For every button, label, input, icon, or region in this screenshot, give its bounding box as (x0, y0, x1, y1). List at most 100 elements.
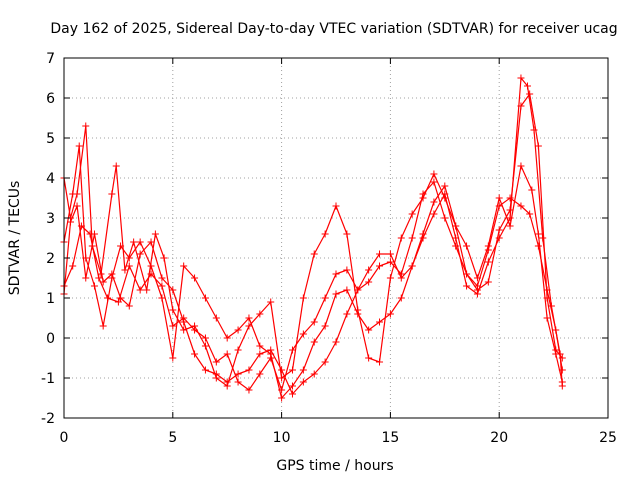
series-layer (60, 74, 566, 402)
data-point-marker (288, 366, 296, 374)
data-point-marker (267, 298, 275, 306)
data-point-marker (158, 274, 166, 282)
data-point-marker (245, 322, 253, 330)
data-point-marker (484, 278, 492, 286)
y-tick-label: -2 (41, 411, 55, 427)
data-point-marker (234, 378, 242, 386)
data-point-marker (419, 190, 427, 198)
data-point-marker (82, 122, 90, 130)
data-point-marker (430, 210, 438, 218)
data-point-marker (169, 322, 177, 330)
data-point-marker (267, 346, 275, 354)
data-point-marker (201, 342, 209, 350)
data-point-marker (430, 198, 438, 206)
data-point-marker (121, 266, 129, 274)
data-point-marker (256, 310, 264, 318)
data-point-marker (147, 238, 155, 246)
data-point-marker (506, 222, 514, 230)
data-point-marker (530, 126, 538, 134)
data-point-marker (191, 274, 199, 282)
data-point-marker (484, 258, 492, 266)
data-point-marker (430, 170, 438, 178)
y-tick-label: 6 (46, 91, 55, 107)
data-point-marker (473, 290, 481, 298)
data-point-marker (299, 294, 307, 302)
grid-lines (64, 58, 608, 418)
data-point-marker (517, 162, 525, 170)
data-point-marker (397, 294, 405, 302)
data-point-marker (332, 202, 340, 210)
data-point-marker (523, 82, 531, 90)
data-point-marker (386, 250, 394, 258)
data-point-marker (310, 250, 318, 258)
y-tick-label: 0 (46, 331, 55, 347)
data-point-marker (484, 246, 492, 254)
data-point-marker (158, 294, 166, 302)
data-point-marker (495, 226, 503, 234)
data-point-marker (223, 334, 231, 342)
data-point-marker (212, 370, 220, 378)
series-track-3 (60, 74, 566, 402)
data-point-marker (130, 238, 138, 246)
data-point-marker (223, 378, 231, 386)
data-point-marker (408, 210, 416, 218)
series-track-1 (60, 122, 566, 390)
data-point-marker (299, 378, 307, 386)
data-point-marker (321, 294, 329, 302)
data-point-marker (288, 382, 296, 390)
y-tick-label: -1 (41, 371, 55, 387)
data-point-marker (343, 230, 351, 238)
data-point-marker (397, 270, 405, 278)
data-point-marker (151, 230, 159, 238)
data-point-marker (543, 286, 551, 294)
data-point-marker (212, 358, 220, 366)
x-tick-label: 5 (168, 430, 177, 446)
data-point-marker (408, 234, 416, 242)
data-point-marker (332, 290, 340, 298)
data-point-marker (365, 278, 373, 286)
data-point-marker (245, 386, 253, 394)
data-point-marker (463, 282, 471, 290)
data-point-marker (473, 282, 481, 290)
data-point-marker (136, 238, 144, 246)
data-point-marker (506, 194, 514, 202)
data-point-marker (201, 294, 209, 302)
data-point-marker (99, 322, 107, 330)
x-tick-label: 20 (490, 430, 508, 446)
data-point-marker (114, 298, 122, 306)
data-point-marker (234, 370, 242, 378)
data-point-marker (552, 326, 560, 334)
data-point-marker (534, 230, 542, 238)
data-point-marker (343, 310, 351, 318)
data-point-marker (495, 234, 503, 242)
data-point-marker (408, 262, 416, 270)
data-point-marker (288, 346, 296, 354)
data-point-marker (441, 214, 449, 222)
axis-ticks (63, 57, 609, 419)
data-point-marker (191, 350, 199, 358)
y-tick-label: 1 (46, 291, 55, 307)
y-tick-label: 2 (46, 251, 55, 267)
data-point-marker (82, 274, 90, 282)
x-tick-label: 10 (273, 430, 291, 446)
data-point-marker (299, 330, 307, 338)
data-point-marker (117, 242, 125, 250)
data-point-marker (108, 190, 116, 198)
y-axis-label: SDTVAR / TECUs (7, 181, 23, 296)
y-axis-tick-labels: -2 -1 0 1 2 3 4 5 6 7 (41, 51, 55, 427)
data-point-marker (376, 318, 384, 326)
series-trace (63, 77, 563, 399)
data-point-marker (386, 274, 394, 282)
series-trace (63, 181, 563, 395)
data-point-marker (354, 286, 362, 294)
data-point-marker (386, 310, 394, 318)
data-point-marker (376, 358, 384, 366)
data-point-marker (201, 366, 209, 374)
data-point-marker (430, 178, 438, 186)
data-point-marker (310, 370, 318, 378)
data-point-marker (201, 334, 209, 342)
data-point-marker (452, 242, 460, 250)
y-tick-label: 3 (46, 211, 55, 227)
data-point-marker (278, 394, 286, 402)
data-point-marker (234, 346, 242, 354)
